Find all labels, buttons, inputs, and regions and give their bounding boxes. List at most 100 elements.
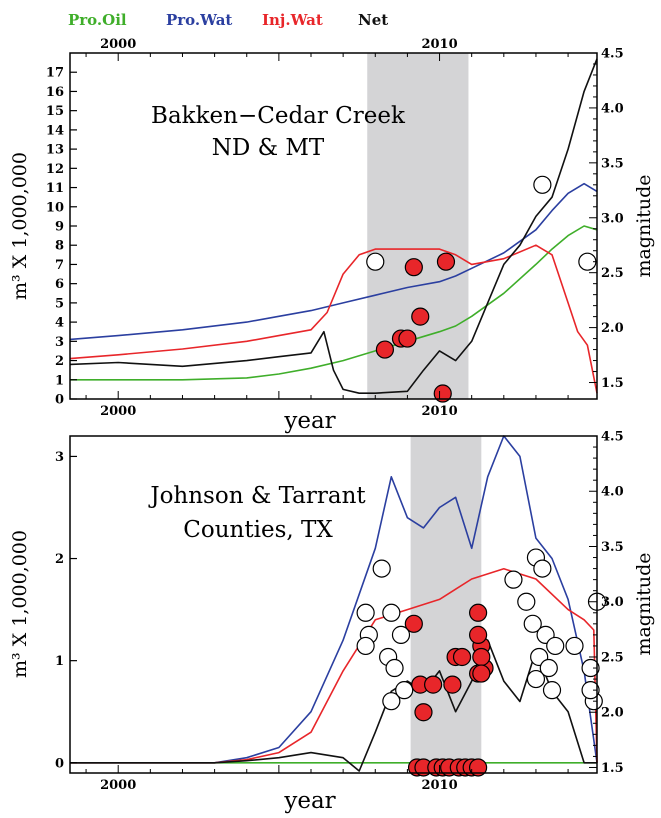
y-left-tick-label: 16 [46,85,64,100]
event-marker-filled [375,340,395,359]
panel-bakken: 012345678910111213141516171.52.02.53.03.… [9,37,655,434]
y-axis-label-left: m³ X 1,000,000 [9,530,31,678]
y-right-tick-label: 3.5 [601,540,624,555]
y-left-tick-label: 2 [55,552,64,567]
y-axis-label-left: m³ X 1,000,000 [9,152,31,300]
legend-pro-oil: Pro.Oil [68,11,127,29]
y-right-tick-label: 3.5 [601,156,624,171]
legend-pro-wat: Pro.Wat [166,11,232,29]
event-marker-open [517,592,536,611]
y-left-tick-label: 4 [55,316,64,331]
x-top-tick-label: 2010 [421,37,457,52]
event-marker-filled [411,307,430,326]
event-marker-open [504,570,523,589]
event-marker-filled [404,258,423,277]
event-marker-open [366,252,385,271]
y-left-tick-label: 3 [55,450,64,465]
series-layer [69,58,598,395]
y-left-tick-label: 14 [46,123,64,138]
event-marker-open [526,669,546,689]
event-marker-filled [469,603,488,622]
event-marker-open [533,175,552,194]
event-marker-open [565,636,584,656]
y-left-tick-label: 2 [55,354,64,369]
series-line-pro-oil [70,225,598,381]
event-marker-open [356,603,375,622]
event-marker-open [372,559,391,578]
event-marker-open [382,692,401,711]
region-annotation-line1: Johnson & Tarrant [148,483,366,509]
series-line-pro-wat [69,182,598,341]
y-right-tick-label: 3.0 [601,595,624,610]
event-marker-filled [472,647,491,667]
event-marker-open [395,681,414,700]
event-layer [356,548,607,777]
y-right-tick-label: 3.0 [601,211,624,226]
y-right-tick-label: 2.0 [601,321,624,336]
event-marker-open [385,658,404,678]
event-marker-open [533,559,552,578]
y-right-tick-label: 2.5 [601,650,624,665]
y-left-tick-label: 12 [46,162,64,177]
y-left-tick-label: 0 [55,756,64,771]
series-line-inj-wat [70,567,598,764]
y-left-tick-label: 9 [55,220,64,235]
legend: Pro.Oil Pro.Wat Inj.Wat Net [68,11,388,29]
y-left-tick-label: 0 [55,393,64,408]
event-marker-open [391,625,411,644]
legend-inj-wat: Inj.Wat [262,11,323,29]
y-left-tick-label: 8 [55,239,64,254]
y-right-tick-label: 2.0 [601,706,624,721]
event-marker-filled [414,703,433,722]
y-left-tick-label: 11 [46,181,64,196]
event-marker-filled [469,625,488,644]
y-left-tick-label: 7 [55,258,64,273]
event-marker-open [581,681,600,700]
series-line-net [69,58,598,395]
y-left-tick-label: 3 [55,335,64,350]
y-left-tick-label: 6 [55,277,64,292]
y-left-tick-label: 1 [55,654,64,669]
event-marker-filled [424,675,443,694]
series-line-pro-wat [70,435,598,764]
x-bottom-tick-label: 2010 [421,778,457,793]
event-layer [366,175,597,403]
y-left-tick-label: 15 [46,104,64,119]
x-axis-label: year [283,788,335,814]
event-marker-filled [404,614,423,633]
y-right-tick-label: 4.0 [601,485,624,500]
series-line-inj-wat [69,244,598,394]
event-marker-open [581,658,600,678]
y-right-tick-label: 4.0 [601,101,624,116]
y-left-tick-label: 17 [46,66,64,81]
y-axis-label-right: magnitude [633,552,655,655]
y-right-tick-label: 4.5 [601,430,624,445]
event-marker-open [523,614,542,633]
event-marker-filled [433,384,452,403]
event-marker-open [382,603,401,622]
plot-frame [69,435,598,774]
x-top-tick-label: 2000 [100,37,136,52]
event-marker-filled [452,647,472,667]
event-marker-open [542,681,562,700]
x-bottom-tick-label: 2000 [100,404,136,419]
event-marker-open [356,636,375,656]
y-right-tick-label: 2.5 [601,266,624,281]
y-left-tick-label: 13 [46,143,64,158]
event-marker-filled [443,675,462,694]
event-marker-filled [472,664,491,683]
event-marker-open [546,636,565,656]
event-marker-open [539,658,558,678]
event-marker-filled [398,329,417,348]
region-annotation-line2: ND & MT [212,135,325,161]
y-axis-label-right: magnitude [633,174,655,277]
event-marker-filled [469,758,488,777]
ticks: 0 1 2 3 1.5 2.0 2.5 3.0 3.5 4.0 4.5 2000 2010 [55,430,624,794]
x-bottom-tick-label: 2000 [100,778,136,793]
panel-johnson-tarrant: 0 1 2 3 1.5 2.0 2.5 3.0 3.5 4.0 4.5 2000 2010 Johnso… [9,430,655,815]
x-bottom-tick-label: 2010 [421,404,457,419]
event-marker-filled [436,252,456,271]
region-annotation-line2: Counties, TX [183,517,333,543]
y-right-tick-label: 4.5 [601,47,624,62]
